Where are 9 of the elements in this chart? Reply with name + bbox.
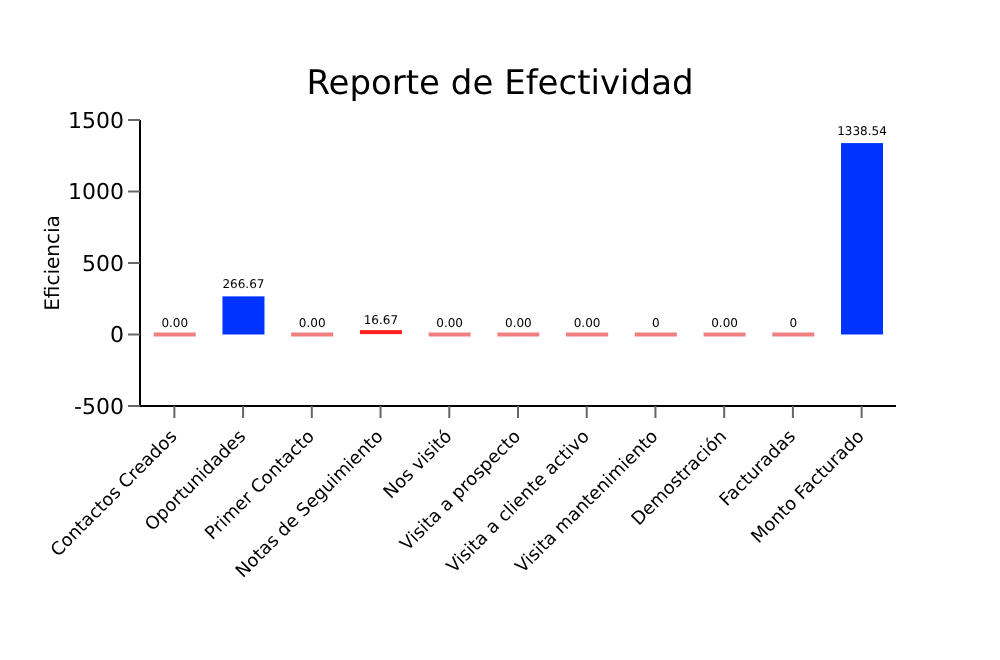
y-tick-label: -500 (74, 393, 124, 420)
chart-title: Reporte de Efectividad (304, 64, 696, 104)
y-tick-label: 1500 (68, 107, 124, 134)
y-axis-title: Eficiencia (43, 215, 66, 311)
y-tick-label: 0 (110, 322, 124, 349)
bar (841, 143, 884, 335)
y-tick-label: 500 (82, 250, 124, 277)
y-tick-label: 1000 (68, 179, 124, 206)
bar (222, 296, 265, 335)
